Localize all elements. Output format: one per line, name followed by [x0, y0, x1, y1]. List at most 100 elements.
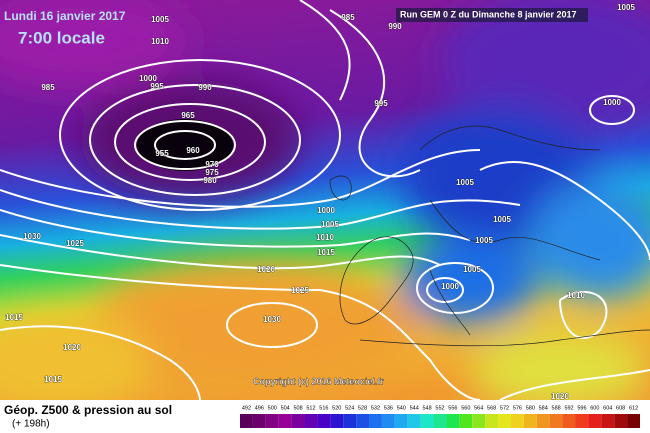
isobar-label: 985 — [341, 13, 355, 22]
isobar-label: 1005 — [456, 178, 474, 187]
isobar-label: 995 — [374, 99, 388, 108]
colorbar-swatch — [446, 414, 460, 428]
colorbar-label: 504 — [281, 405, 290, 411]
colorbar-swatch — [472, 414, 486, 428]
colorbar-label: 512 — [306, 405, 315, 411]
colorbar-label: 560 — [461, 405, 470, 411]
colorbar-label: 596 — [577, 405, 586, 411]
colorbar-swatch — [523, 414, 537, 428]
colorbar-swatch — [356, 414, 370, 428]
colorbar-label: 532 — [371, 405, 380, 411]
colorbar-swatch — [240, 414, 253, 428]
coastlines — [329, 125, 650, 347]
isobar-label: 1000 — [139, 74, 157, 83]
isobar-label: 1025 — [291, 286, 309, 295]
colorbar-swatch — [562, 414, 576, 428]
copyright: Copyright (c) 2016 Meteociel.fr — [253, 376, 385, 386]
colorbar-label: 548 — [423, 405, 432, 411]
isobar-label: 1030 — [23, 232, 41, 241]
isobar-label: 1005 — [151, 15, 169, 24]
colorbar-label: 580 — [526, 405, 535, 411]
isobar-label: 980 — [203, 176, 217, 185]
isobar-label: 990 — [198, 83, 212, 92]
colorbar-label: 604 — [603, 405, 612, 411]
colorbar-swatch — [549, 414, 563, 428]
isobar-label: 1000 — [603, 98, 621, 107]
colorbar-swatch — [420, 414, 434, 428]
colorbar-swatch — [433, 414, 447, 428]
colorbar-swatch — [601, 414, 615, 428]
isobar-label: 1005 — [463, 265, 481, 274]
run-box — [396, 8, 588, 22]
isobars — [0, 0, 650, 400]
footer-lead: (+ 198h) — [12, 419, 50, 430]
colorbar-label: 552 — [435, 405, 444, 411]
colorbar-swatch — [536, 414, 550, 428]
colorbar-label: 540 — [397, 405, 406, 411]
colorbar-swatch — [627, 414, 640, 428]
colorbar-swatch — [252, 414, 266, 428]
colorbar-label: 496 — [255, 405, 264, 411]
isobar-label: 1020 — [257, 265, 275, 274]
colorbar-label: 568 — [487, 405, 496, 411]
colorbar-swatch — [407, 414, 421, 428]
footer-title: Géop. Z500 & pression au sol — [4, 403, 172, 417]
isobar-label: 965 — [181, 111, 195, 120]
colorbar-swatch — [369, 414, 382, 428]
colorbar-swatch — [510, 414, 524, 428]
colorbar-label: 584 — [539, 405, 548, 411]
colorbar-swatch — [614, 414, 628, 428]
run-info: Run GEM 0 Z du Dimanche 8 janvier 2017 — [400, 9, 577, 19]
isobar-label: 1030 — [263, 315, 281, 324]
colorbar-label: 508 — [293, 405, 302, 411]
isobar-label: 1020 — [551, 392, 569, 401]
isobar-label: 995 — [150, 82, 164, 91]
isobar-label: 1010 — [567, 291, 585, 300]
colorbar-swatch — [291, 414, 305, 428]
isobar-label: 1015 — [317, 248, 335, 257]
isobar-label: 1000 — [441, 282, 459, 291]
colorbar-label: 500 — [268, 405, 277, 411]
isobar-label: 1010 — [151, 37, 169, 46]
colorbar-label: 516 — [319, 405, 328, 411]
isobar-label: 1005 — [321, 220, 339, 229]
colorbar-label: 572 — [500, 405, 509, 411]
colorbar-label: 564 — [474, 405, 483, 411]
isobar-label: 1015 — [44, 375, 62, 384]
colorbar-swatch — [330, 414, 344, 428]
colorbar-swatch — [381, 414, 395, 428]
isobar-label: 1010 — [316, 233, 334, 242]
isobar-label: 1015 — [5, 313, 23, 322]
colorbar: 492 496 500 504 508 512 516 520 524 528 532 536 540 5… — [240, 405, 640, 428]
isobar-label: 955 — [155, 149, 169, 158]
colorbar-label: 492 — [242, 405, 251, 411]
colorbar-swatch — [485, 414, 499, 428]
isobar-label: 985 — [41, 83, 55, 92]
colorbar-label: 588 — [552, 405, 561, 411]
isobar-label: 990 — [388, 22, 402, 31]
colorbar-label: 544 — [410, 405, 419, 411]
colorbar-label: 520 — [332, 405, 341, 411]
colorbar-label: 608 — [616, 405, 625, 411]
colorbar-label: 536 — [384, 405, 393, 411]
isobar-label: 1005 — [617, 3, 635, 12]
isobar-label: 1000 — [317, 206, 335, 215]
colorbar-swatch — [304, 414, 318, 428]
colorbar-swatch — [394, 414, 408, 428]
colorbar-label: 528 — [358, 405, 367, 411]
isobar-label: 970 — [205, 160, 219, 169]
valid-date: Lundi 16 janvier 2017 — [4, 9, 126, 23]
colorbar-swatch — [343, 414, 357, 428]
colorbar-label: 592 — [564, 405, 573, 411]
colorbar-label: 612 — [629, 405, 638, 411]
colorbar-swatch — [459, 414, 473, 428]
colorbar-swatch — [265, 414, 279, 428]
valid-time: 7:00 locale — [18, 28, 105, 47]
isobar-label: 960 — [186, 146, 200, 155]
colorbar-label: 576 — [513, 405, 522, 411]
colorbar-label: 556 — [448, 405, 457, 411]
